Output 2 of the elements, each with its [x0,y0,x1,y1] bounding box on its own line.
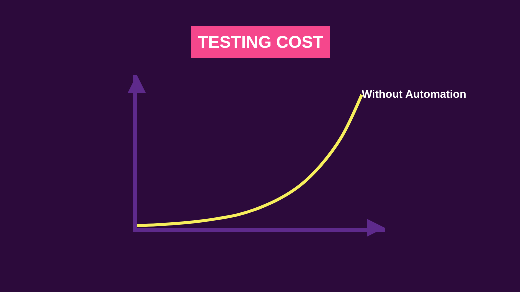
series-label: Without Automation [362,88,467,101]
chart-title: TESTING COST [198,33,324,52]
